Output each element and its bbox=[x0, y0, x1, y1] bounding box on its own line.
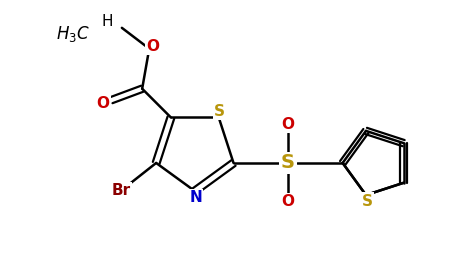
Text: S: S bbox=[362, 193, 373, 208]
Text: O: O bbox=[146, 39, 160, 54]
Text: $H_3C$: $H_3C$ bbox=[56, 24, 90, 44]
Text: O: O bbox=[282, 194, 294, 209]
Text: O: O bbox=[96, 96, 109, 111]
Text: O: O bbox=[282, 117, 294, 132]
Text: S: S bbox=[214, 104, 225, 119]
Text: N: N bbox=[190, 190, 202, 205]
Text: H: H bbox=[102, 14, 113, 29]
Text: Br: Br bbox=[112, 183, 131, 198]
Text: S: S bbox=[281, 153, 295, 172]
